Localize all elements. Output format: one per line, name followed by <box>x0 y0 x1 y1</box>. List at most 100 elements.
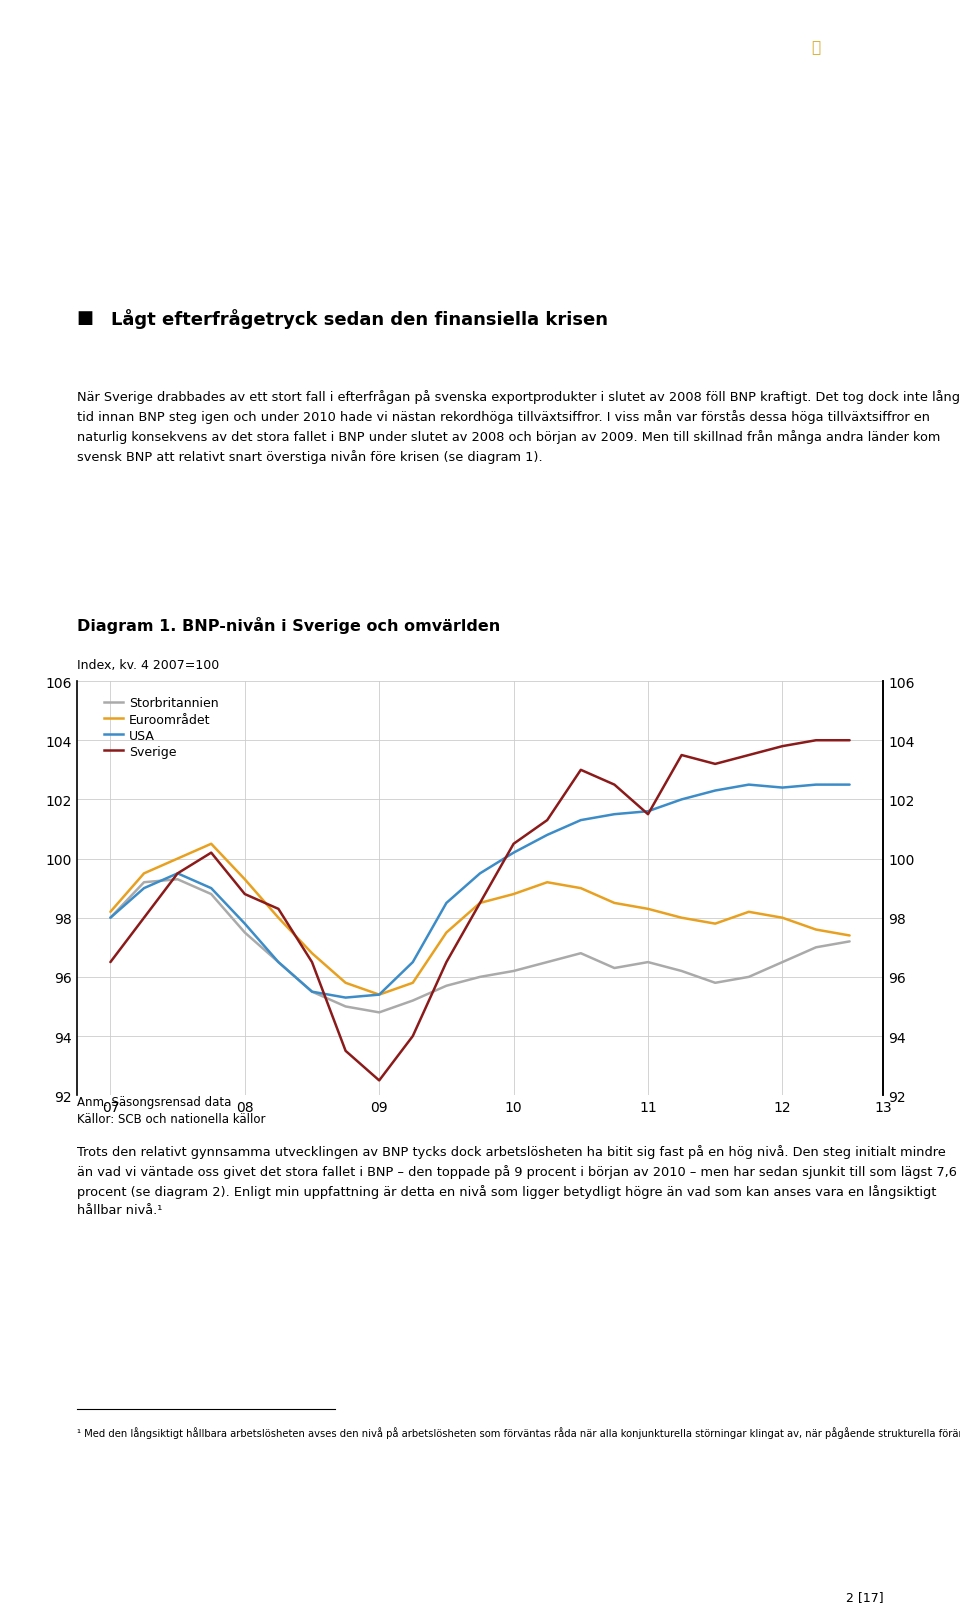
Storbritannien <box>340 997 351 1016</box>
Storbritannien <box>138 873 150 893</box>
Sverige <box>743 747 755 766</box>
Storbritannien <box>474 967 486 987</box>
Sverige <box>306 953 318 972</box>
Euroområdet <box>743 902 755 922</box>
Euroområdet <box>810 920 822 940</box>
Euroområdet <box>205 834 217 854</box>
USA <box>138 878 150 898</box>
Euroområdet <box>474 894 486 914</box>
Text: 2 [17]: 2 [17] <box>846 1591 883 1604</box>
Storbritannien <box>239 923 251 943</box>
Storbritannien <box>508 961 519 980</box>
Line: USA: USA <box>110 786 850 998</box>
Sverige <box>777 737 788 756</box>
USA <box>743 776 755 795</box>
Sverige <box>609 776 620 795</box>
USA <box>407 953 419 972</box>
Sverige <box>239 885 251 904</box>
USA <box>642 802 654 821</box>
Euroområdet <box>508 885 519 904</box>
Euroområdet <box>138 863 150 883</box>
USA <box>340 988 351 1008</box>
Storbritannien <box>676 961 687 980</box>
Storbritannien <box>810 938 822 958</box>
Sverige <box>575 761 587 781</box>
USA <box>441 894 452 914</box>
USA <box>541 826 553 846</box>
Storbritannien <box>844 932 855 951</box>
USA <box>273 953 284 972</box>
Line: Sverige: Sverige <box>110 740 850 1081</box>
Sverige <box>172 863 183 883</box>
Sverige <box>474 894 486 914</box>
Euroområdet <box>844 927 855 946</box>
Sverige <box>541 812 553 831</box>
Euroområdet <box>340 974 351 993</box>
USA <box>844 776 855 795</box>
Sverige <box>508 834 519 854</box>
Euroområdet <box>407 974 419 993</box>
Legend: Storbritannien, Euroområdet, USA, Sverige: Storbritannien, Euroområdet, USA, Sverig… <box>99 691 224 763</box>
USA <box>205 878 217 898</box>
USA <box>508 844 519 863</box>
Sverige <box>844 730 855 750</box>
Text: Index, kv. 4 2007=100: Index, kv. 4 2007=100 <box>77 659 219 672</box>
Euroområdet <box>676 909 687 928</box>
USA <box>373 985 385 1005</box>
USA <box>810 776 822 795</box>
USA <box>609 805 620 824</box>
Euroområdet <box>575 878 587 898</box>
Text: Lågt efterfrågetryck sedan den finansiella krisen: Lågt efterfrågetryck sedan den finansiel… <box>110 308 608 328</box>
Euroområdet <box>709 914 721 933</box>
Sverige <box>105 953 116 972</box>
Storbritannien <box>373 1003 385 1022</box>
USA <box>474 863 486 883</box>
Storbritannien <box>777 953 788 972</box>
Sverige <box>642 805 654 824</box>
Sverige <box>709 755 721 774</box>
Storbritannien <box>172 870 183 889</box>
Text: SVERIGES
RIKSBANK: SVERIGES RIKSBANK <box>798 80 834 91</box>
USA <box>575 812 587 831</box>
Storbritannien <box>709 974 721 993</box>
Euroområdet <box>105 902 116 922</box>
Sverige <box>676 747 687 766</box>
USA <box>172 863 183 883</box>
USA <box>676 790 687 810</box>
Text: Anm. Säsongsrensad data
Källor: SCB och nationella källor: Anm. Säsongsrensad data Källor: SCB och … <box>77 1096 265 1125</box>
Euroområdet <box>642 899 654 919</box>
Text: Diagram 1. BNP-nivån i Sverige och omvärlden: Diagram 1. BNP-nivån i Sverige och omvär… <box>77 617 500 633</box>
Euroområdet <box>172 849 183 868</box>
USA <box>777 779 788 799</box>
Storbritannien <box>609 959 620 979</box>
Line: Euroområdet: Euroområdet <box>110 844 850 995</box>
Text: När Sverige drabbades av ett stort fall i efterfrågan på svenska exportprodukter: När Sverige drabbades av ett stort fall … <box>77 390 960 464</box>
Storbritannien <box>541 953 553 972</box>
Euroområdet <box>373 985 385 1005</box>
USA <box>306 982 318 1001</box>
Euroområdet <box>777 909 788 928</box>
USA <box>709 781 721 800</box>
Sverige <box>138 909 150 928</box>
Text: ¹ Med den långsiktigt hållbara arbetslösheten avses den nivå på arbetslösheten s: ¹ Med den långsiktigt hållbara arbetslös… <box>77 1427 960 1438</box>
Euroområdet <box>609 894 620 914</box>
Line: Storbritannien: Storbritannien <box>110 880 850 1013</box>
Sverige <box>441 953 452 972</box>
Sverige <box>373 1071 385 1091</box>
Sverige <box>810 730 822 750</box>
Storbritannien <box>441 977 452 997</box>
Sverige <box>205 844 217 863</box>
Euroområdet <box>273 909 284 928</box>
Storbritannien <box>306 982 318 1001</box>
USA <box>105 909 116 928</box>
Text: Trots den relativt gynnsamma utvecklingen av BNP tycks dock arbetslösheten ha bi: Trots den relativt gynnsamma utvecklinge… <box>77 1144 957 1217</box>
Euroområdet <box>541 873 553 893</box>
Euroområdet <box>306 945 318 964</box>
Sverige <box>273 899 284 919</box>
Text: 👑: 👑 <box>811 39 821 55</box>
Storbritannien <box>407 992 419 1011</box>
Storbritannien <box>205 885 217 904</box>
Storbritannien <box>642 953 654 972</box>
Storbritannien <box>575 945 587 964</box>
Storbritannien <box>105 909 116 928</box>
